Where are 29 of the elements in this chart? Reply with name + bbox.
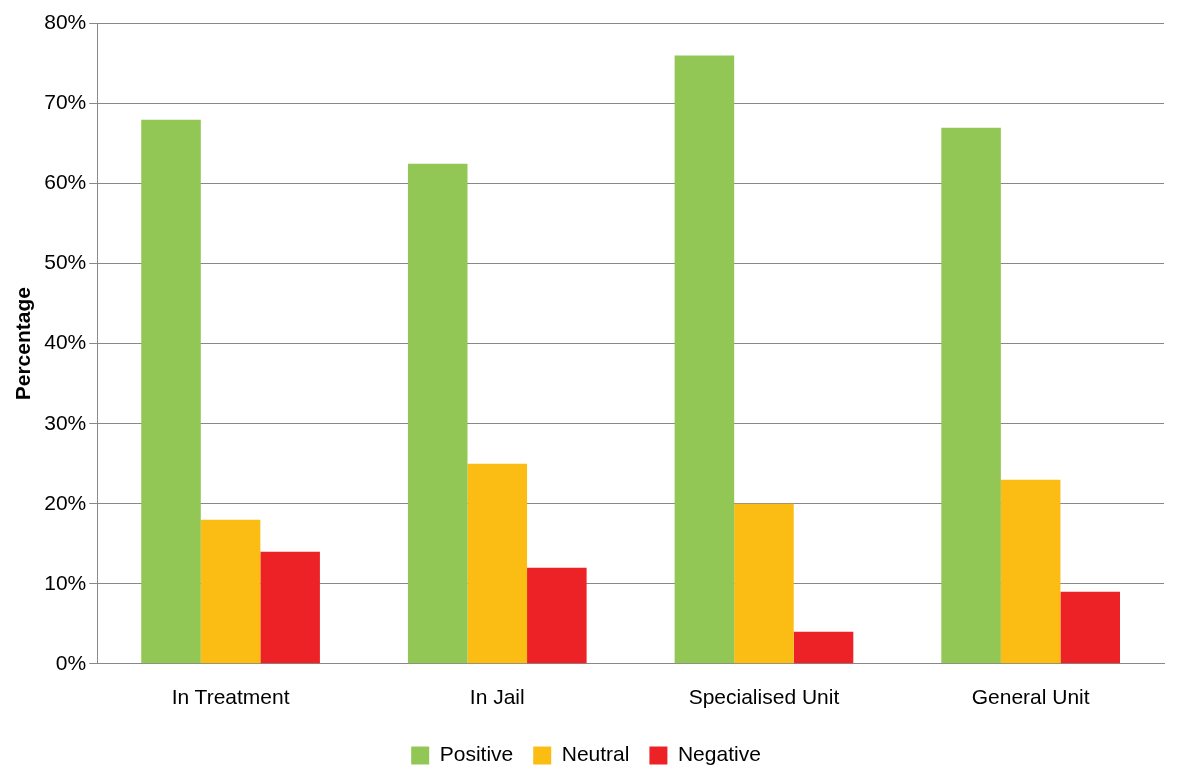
bar: [674, 55, 735, 664]
bar: [1060, 591, 1120, 664]
bar: [941, 127, 1001, 664]
x-tick-label: Specialised Unit: [688, 685, 840, 709]
x-tick-label: General Unit: [971, 685, 1090, 709]
y-tick-label: 30%: [44, 410, 87, 434]
bar: [793, 631, 854, 664]
legend-label: Negative: [677, 742, 761, 766]
bar: [260, 551, 320, 664]
y-tick-label: 70%: [44, 90, 87, 114]
x-tick-label: In Treatment: [171, 685, 290, 709]
y-tick-label: 60%: [44, 170, 87, 194]
y-tick-label: 50%: [44, 250, 87, 274]
bar: [200, 519, 261, 664]
bar: [734, 503, 794, 664]
y-tick-label: 40%: [44, 330, 87, 354]
x-tick-label: In Jail: [469, 685, 525, 709]
y-tick-label: 0%: [55, 650, 87, 674]
legend-label: Positive: [439, 742, 514, 766]
y-axis-title: Percentage: [11, 287, 35, 401]
bar: [141, 119, 201, 664]
y-tick-label: 10%: [44, 570, 87, 594]
bar: [527, 567, 587, 664]
y-tick-label: 80%: [44, 10, 87, 34]
bar: [407, 163, 468, 664]
y-tick-label: 20%: [44, 490, 87, 514]
legend-label: Neutral: [561, 742, 630, 766]
bar: [1000, 479, 1061, 664]
bar: [467, 463, 528, 664]
